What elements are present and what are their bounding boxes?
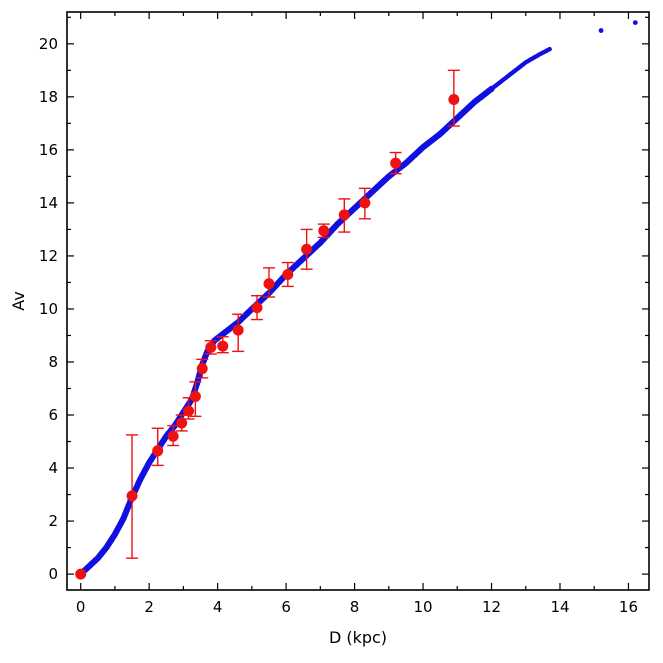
observed-point (196, 363, 208, 375)
x-tick-label: 0 (76, 598, 86, 616)
observed-point (318, 225, 330, 237)
x-tick-label: 16 (619, 598, 638, 616)
x-tick-label: 12 (482, 598, 501, 616)
observed-point (282, 268, 294, 280)
model-series (77, 20, 638, 578)
x-tick-label: 4 (213, 598, 223, 616)
observed-point (390, 157, 402, 169)
y-tick-label: 18 (39, 88, 58, 106)
y-tick-label: 16 (39, 141, 58, 159)
x-tick-label: 6 (281, 598, 291, 616)
x-tick-labels: 0 2 4 6 8 10 12 14 16 (76, 598, 638, 616)
x-tick-label: 14 (550, 598, 569, 616)
observed-point (126, 490, 138, 502)
observed-point (75, 568, 87, 580)
model-point (547, 46, 552, 52)
observed-point (263, 278, 275, 290)
y-tick-label: 4 (48, 459, 58, 477)
observed-point (301, 243, 313, 255)
observed-point (183, 405, 195, 417)
observed-point (217, 340, 229, 352)
observed-point (251, 302, 263, 314)
observed-point (176, 417, 188, 429)
y-tick-label: 8 (48, 353, 58, 371)
y-axis-label: Av (9, 291, 28, 310)
observed-point (232, 324, 244, 336)
y-tick-label: 0 (48, 565, 58, 583)
observed-point (338, 209, 350, 221)
y-tick-labels: 0 2 4 6 8 10 12 14 16 18 20 (39, 35, 58, 583)
model-outlier-point (598, 28, 604, 33)
observed-point (189, 390, 201, 402)
x-tick-label: 2 (144, 598, 154, 616)
axis-ticks (67, 12, 649, 590)
observed-point (448, 93, 460, 105)
x-tick-label: 8 (350, 598, 360, 616)
observed-point (152, 445, 164, 457)
y-tick-label: 10 (39, 300, 58, 318)
y-tick-label: 2 (48, 512, 58, 530)
y-tick-label: 12 (39, 247, 58, 265)
observed-point (205, 341, 217, 353)
x-axis-label: D (kpc) (329, 628, 387, 647)
y-tick-label: 14 (39, 194, 58, 212)
observed-point (167, 430, 179, 442)
x-tick-label: 10 (414, 598, 433, 616)
observed-point (359, 197, 371, 209)
model-outlier-point (632, 20, 638, 26)
y-tick-label: 20 (39, 35, 58, 53)
plot-frame (66, 11, 650, 591)
y-tick-label: 6 (48, 406, 58, 424)
observed-series (75, 69, 460, 580)
